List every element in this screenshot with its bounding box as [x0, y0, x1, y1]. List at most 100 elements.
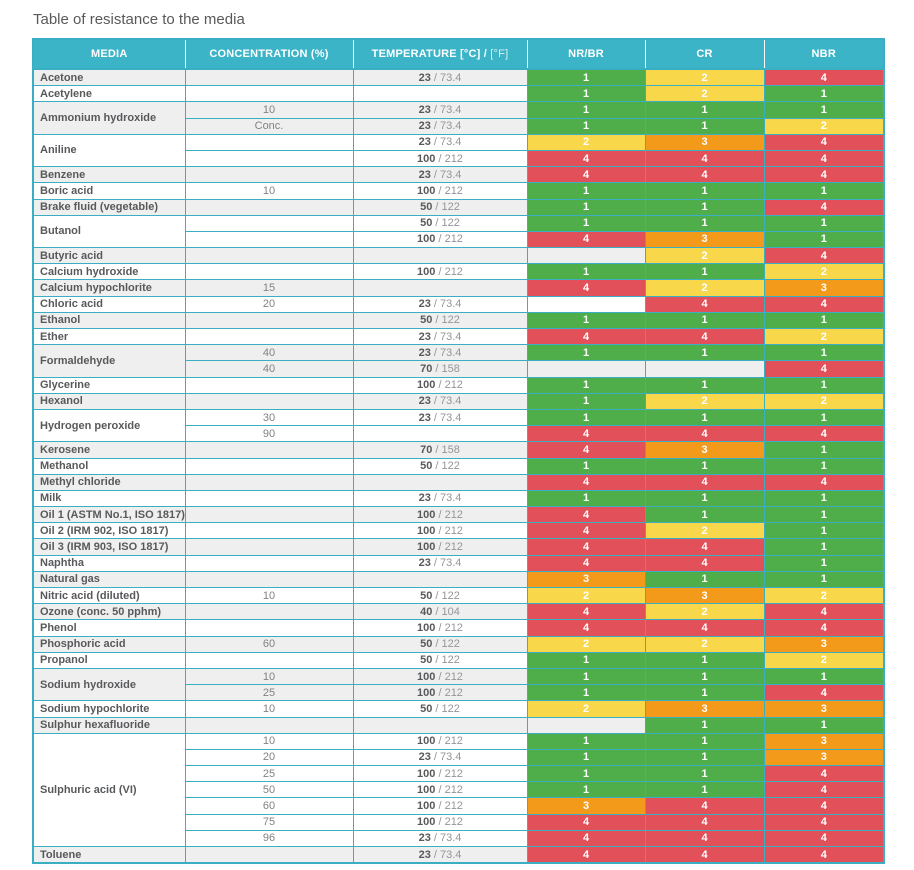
media-cell: Glycerine — [32, 376, 186, 394]
temperature-fahrenheit: / 212 — [435, 379, 463, 392]
temperature-header-celsius: TEMPERATURE [°C] / — [371, 48, 488, 60]
rating-cell-cr: 4 — [644, 554, 765, 572]
rating-cell-cr: 3 — [644, 230, 765, 249]
temperature-cell — [352, 570, 528, 589]
rating-cell-nrbr: 1 — [526, 68, 646, 87]
temperature-fahrenheit: / 212 — [435, 265, 463, 278]
concentration-cell — [184, 522, 354, 540]
concentration-cell — [184, 603, 354, 621]
concentration-cell — [184, 716, 354, 734]
temperature-cell: 23 / 73.4 — [352, 408, 528, 427]
rating-cell-nrbr: 1 — [526, 651, 646, 669]
temperature-fahrenheit: / 122 — [432, 638, 460, 651]
concentration-cell: 10 — [184, 182, 354, 200]
temperature-celsius: 100 — [417, 541, 436, 554]
table-row: 100 / 212 4 3 1 — [33, 230, 885, 249]
media-cell: Aniline — [32, 133, 186, 168]
temperature-celsius: 23 — [418, 298, 431, 311]
rating-cell-cr: 4 — [644, 846, 765, 864]
rating-cell-nrbr: 1 — [526, 457, 646, 475]
media-cell: Propanol — [32, 651, 186, 669]
rating-cell-nbr: 4 — [763, 133, 885, 151]
rating-cell-nrbr: 1 — [526, 101, 646, 119]
rating-cell-nbr: 4 — [763, 425, 885, 443]
media-cell: Sodium hydroxide — [32, 667, 186, 702]
temperature-cell: 23 / 73.4 — [352, 344, 528, 362]
temperature-celsius: 100 — [417, 767, 436, 780]
rating-cell-nrbr: 1 — [526, 667, 646, 686]
rating-cell-nrbr: 1 — [526, 198, 646, 216]
temperature-celsius: 23 — [418, 120, 431, 133]
rating-cell-cr: 3 — [644, 700, 765, 718]
media-cell: Oil 2 (IRM 902, ISO 1817) — [32, 522, 186, 540]
temperature-fahrenheit: / 212 — [435, 767, 463, 780]
temperature-celsius: 100 — [417, 816, 436, 829]
concentration-cell: 96 — [184, 829, 354, 848]
rating-cell-nbr: 1 — [763, 376, 885, 394]
media-cell: Methyl chloride — [32, 473, 186, 491]
temperature-celsius: 23 — [418, 492, 431, 505]
temperature-cell: 100 / 212 — [352, 376, 528, 394]
rating-cell-nrbr: 1 — [526, 781, 646, 799]
temperature-celsius: 23 — [418, 848, 431, 861]
rating-cell-nbr: 1 — [763, 489, 885, 508]
rating-cell-cr: 2 — [644, 279, 765, 297]
concentration-cell — [184, 538, 354, 556]
rating-cell-nbr: 1 — [763, 101, 885, 119]
temperature-cell: 50 / 122 — [352, 214, 528, 232]
rating-cell-cr: 1 — [644, 716, 765, 734]
media-cell: Oil 3 (IRM 903, ISO 1817) — [32, 538, 186, 556]
rating-cell-nrbr: 1 — [526, 684, 646, 702]
rating-cell-nrbr: 4 — [526, 166, 646, 184]
temperature-cell: 70 / 158 — [352, 441, 528, 459]
table-row: 25 100 / 212 1 1 4 — [33, 684, 885, 702]
temperature-fahrenheit: / 212 — [435, 670, 463, 683]
media-cell: Naphtha — [32, 554, 186, 572]
temperature-cell — [352, 425, 528, 443]
temperature-cell: 23 / 73.4 — [352, 117, 528, 135]
rating-cell-nrbr: 1 — [526, 214, 646, 232]
concentration-cell — [184, 247, 354, 265]
temperature-fahrenheit: / 73.4 — [430, 136, 462, 149]
table-row: Conc. 23 / 73.4 1 1 2 — [33, 117, 885, 135]
concentration-cell: 15 — [184, 279, 354, 297]
rating-cell-cr: 2 — [644, 392, 765, 410]
rating-cell-nbr: 1 — [763, 85, 885, 103]
rating-cell-nbr: 1 — [763, 182, 885, 200]
rating-cell-cr: 1 — [644, 408, 765, 427]
media-cell: Phenol — [32, 619, 186, 637]
rating-cell-nbr: 1 — [763, 522, 885, 540]
rating-cell-nrbr: 1 — [526, 732, 646, 750]
table-row: Sulphur hexafluoride 1 1 — [32, 716, 885, 734]
media-cell: Nitric acid (diluted) — [32, 586, 186, 605]
temperature-fahrenheit: / 73.4 — [430, 411, 462, 424]
temperature-fahrenheit: / 73.4 — [430, 395, 462, 408]
media-cell: Hydrogen peroxide — [32, 408, 186, 443]
table-row: Calcium hypochlorite 15 4 2 3 — [32, 279, 885, 297]
rating-cell-nrbr — [526, 295, 646, 313]
rating-cell-cr: 4 — [644, 295, 765, 313]
media-cell: Acetone — [32, 68, 186, 87]
rating-cell-nrbr: 1 — [526, 117, 646, 135]
temperature-celsius: 50 — [420, 201, 433, 214]
temperature-celsius: 100 — [417, 265, 436, 278]
concentration-cell — [184, 327, 354, 346]
temperature-cell: 23 / 73.4 — [352, 554, 528, 572]
rating-cell-nbr: 4 — [763, 149, 885, 168]
rating-cell-nrbr: 4 — [526, 506, 646, 524]
rating-cell-nrbr — [526, 716, 646, 734]
rating-cell-nrbr: 2 — [526, 133, 646, 151]
rating-cell-cr: 1 — [644, 667, 765, 686]
temperature-fahrenheit: / 122 — [432, 654, 460, 667]
rating-cell-cr: 4 — [644, 538, 765, 556]
concentration-cell — [184, 263, 354, 281]
rating-cell-cr: 4 — [644, 327, 765, 346]
concentration-cell — [184, 133, 354, 151]
media-cell: Sulphuric acid (VI) — [32, 732, 186, 848]
media-cell: Ammonium hydroxide — [32, 101, 186, 135]
table-row: Boric acid 10 100 / 212 1 1 1 — [32, 182, 885, 200]
table-row: Ether 23 / 73.4 4 4 2 — [32, 327, 885, 346]
concentration-cell: 10 — [184, 586, 354, 605]
temperature-fahrenheit: / 73.4 — [430, 751, 462, 764]
rating-cell-nrbr: 2 — [526, 586, 646, 605]
